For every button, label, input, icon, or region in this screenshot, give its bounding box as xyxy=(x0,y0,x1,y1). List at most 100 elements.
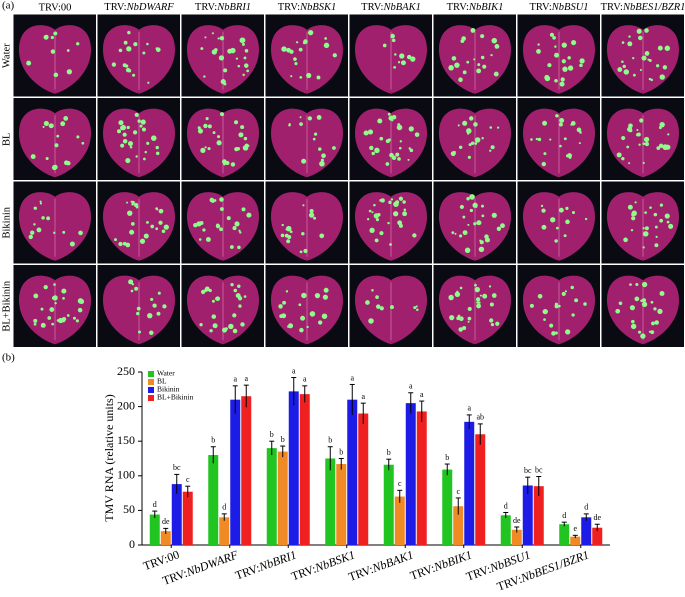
lesion xyxy=(399,53,405,59)
column-header: TRV:NbDWARF xyxy=(104,2,174,13)
lesion xyxy=(132,73,136,77)
lesion xyxy=(280,233,285,238)
lesion xyxy=(239,231,242,234)
x-tick-label: TRV:NbBRI1 xyxy=(233,547,298,582)
lesion xyxy=(479,240,484,245)
lesion xyxy=(286,225,292,232)
lesion xyxy=(374,147,380,154)
lesion xyxy=(466,197,470,201)
lesion xyxy=(279,314,284,319)
lesion xyxy=(667,133,670,136)
lesion xyxy=(462,230,468,236)
lesion xyxy=(235,57,239,60)
lesion xyxy=(389,152,394,158)
lesion xyxy=(144,150,147,154)
lesion xyxy=(111,62,117,67)
lesion xyxy=(448,65,454,71)
lesion xyxy=(482,293,488,299)
lesion xyxy=(232,226,237,231)
lesion xyxy=(541,224,547,230)
significance-letter: a xyxy=(244,374,248,383)
lesion xyxy=(54,143,59,148)
lesion xyxy=(288,123,291,127)
lesion xyxy=(130,222,135,226)
lesion xyxy=(75,319,79,323)
lesion xyxy=(454,62,460,68)
lesion xyxy=(202,228,206,232)
lesion xyxy=(627,41,633,47)
y-tick-label: 200 xyxy=(117,398,135,412)
lesion xyxy=(33,206,37,210)
lesion xyxy=(410,56,416,62)
lesion xyxy=(637,35,643,41)
lesion xyxy=(655,235,658,239)
lesion xyxy=(158,220,163,225)
significance-letter: b xyxy=(281,435,285,444)
bar xyxy=(570,536,581,545)
lesion xyxy=(232,328,238,334)
lesion xyxy=(480,55,485,60)
lesion xyxy=(120,125,125,131)
lesion xyxy=(641,298,647,303)
lesion xyxy=(497,126,500,129)
lesion xyxy=(299,122,303,126)
lesion xyxy=(454,232,457,235)
lesion xyxy=(147,313,153,319)
significance-letter: a xyxy=(292,366,296,375)
legend-label: BL xyxy=(157,377,167,386)
lesion xyxy=(379,136,384,141)
bar xyxy=(581,517,592,545)
lesion xyxy=(629,305,635,311)
legend-swatch xyxy=(148,371,154,377)
lesion xyxy=(543,318,546,321)
bar xyxy=(230,399,241,545)
lesion xyxy=(136,311,140,316)
lesion xyxy=(628,128,633,133)
bar xyxy=(394,496,405,545)
lesion xyxy=(114,238,117,242)
lesion xyxy=(285,290,289,293)
lesion xyxy=(286,239,291,244)
lesion xyxy=(313,216,317,220)
column-header: TRV:00 xyxy=(39,2,72,13)
legend-swatch xyxy=(148,395,154,401)
lesion xyxy=(230,162,236,167)
lesion xyxy=(536,48,541,54)
lesion xyxy=(416,308,419,312)
lesion xyxy=(412,233,417,238)
lesion xyxy=(574,298,579,303)
lesion xyxy=(200,47,204,51)
lesion xyxy=(475,297,481,302)
lesion xyxy=(293,57,297,61)
lesion xyxy=(537,293,543,299)
lesion xyxy=(621,135,626,141)
bar xyxy=(592,527,603,545)
lesion xyxy=(286,47,291,53)
lesion xyxy=(554,45,557,48)
lesion xyxy=(129,145,133,149)
lesion xyxy=(403,208,407,212)
lesion xyxy=(659,203,664,207)
lesion xyxy=(456,316,461,321)
lesion xyxy=(659,218,664,223)
lesion xyxy=(551,331,556,336)
lesion xyxy=(129,229,135,235)
lesion xyxy=(40,322,46,328)
lesion xyxy=(397,157,401,161)
bar xyxy=(182,491,193,545)
lesion xyxy=(413,306,417,310)
lesion xyxy=(53,283,56,286)
lesion xyxy=(469,208,474,213)
lesion xyxy=(571,40,577,46)
lesion xyxy=(132,130,138,135)
lesion xyxy=(50,49,56,54)
lesion xyxy=(200,147,206,154)
lesion xyxy=(664,45,671,51)
lesion xyxy=(363,130,369,136)
lesion xyxy=(135,155,138,158)
bar xyxy=(299,394,310,545)
lesion xyxy=(53,72,59,78)
lesion xyxy=(449,314,455,321)
lesion xyxy=(631,319,635,324)
lesion xyxy=(468,143,472,147)
